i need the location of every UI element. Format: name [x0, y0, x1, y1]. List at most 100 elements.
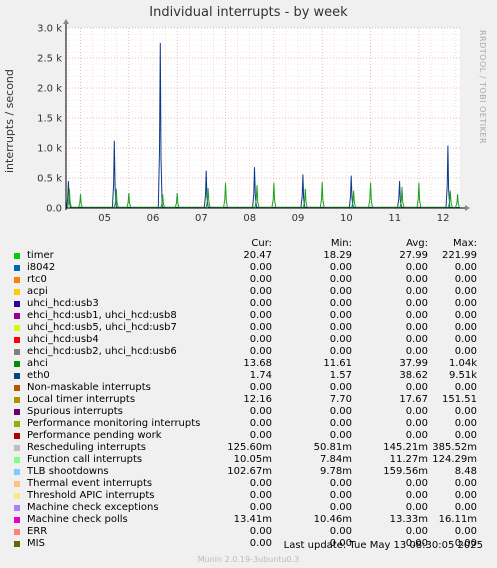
x-tick-label: 10 — [340, 213, 353, 224]
legend-row: Machine check exceptions 0.00 0.00 0.00 0.00 — [14, 502, 489, 514]
legend-max-value: 0.00 — [454, 430, 477, 441]
legend-avg-value: 159.56m — [383, 466, 428, 477]
legend-series-name: uhci_hcd:usb5, uhci_hcd:usb7 — [27, 322, 177, 333]
legend-avg-value: 0.00 — [405, 502, 428, 513]
legend-max-value: 151.51 — [442, 394, 477, 405]
legend-cur-value: 102.67m — [227, 466, 272, 477]
x-tick-label: 07 — [195, 213, 208, 224]
legend-min-value: 0.00 — [329, 310, 352, 321]
legend-swatch — [14, 517, 20, 523]
x-tick-label: 11 — [388, 213, 401, 224]
legend-series-name: Performance monitoring interrupts — [27, 418, 201, 429]
legend-cur-value: 13.68 — [243, 358, 272, 369]
x-tick-label: 05 — [98, 213, 111, 224]
legend-series-name: ehci_hcd:usb1, uhci_hcd:usb8 — [27, 310, 177, 321]
legend-min-value: 50.81m — [313, 442, 352, 453]
legend-avg-value: 0.00 — [405, 346, 428, 357]
legend-avg-value: 13.33m — [389, 514, 428, 525]
legend-cur-value: 0.00 — [249, 310, 272, 321]
legend-swatch — [14, 457, 20, 463]
legend-swatch — [14, 265, 20, 271]
legend-row: uhci_hcd:usb4 0.00 0.00 0.00 0.00 — [14, 334, 489, 346]
legend-min-value: 0.00 — [329, 346, 352, 357]
legend-swatch — [14, 373, 20, 379]
legend-avg-value: 17.67 — [399, 394, 428, 405]
legend-avg-value: 0.00 — [405, 322, 428, 333]
legend-avg-value: 0.00 — [405, 490, 428, 501]
legend-min-value: 10.46m — [313, 514, 352, 525]
legend-row: timer 20.47 18.29 27.99 221.99 — [14, 250, 489, 262]
legend-row: Performance pending work 0.00 0.00 0.00 0.00 — [14, 430, 489, 442]
legend-cur-value: 0.00 — [249, 538, 272, 549]
legend-series-name: rtc0 — [27, 274, 47, 285]
y-tick-label: 1.0 k — [37, 144, 62, 155]
legend-swatch — [14, 325, 20, 331]
legend-series-name: i8042 — [27, 262, 56, 273]
legend-series-name: Thermal event interrupts — [27, 478, 153, 489]
legend-min-value: 0.00 — [329, 502, 352, 513]
legend-min-value: 0.00 — [329, 334, 352, 345]
legend-min-value: 0.00 — [329, 526, 352, 537]
x-tick-label: 09 — [292, 213, 305, 224]
legend-swatch — [14, 529, 20, 535]
legend-cur-value: 0.00 — [249, 502, 272, 513]
legend-min-value: 18.29 — [323, 250, 352, 261]
legend-series-name: Machine check polls — [27, 514, 128, 525]
legend-swatch — [14, 253, 20, 259]
legend-header-cur: Cur: — [251, 238, 272, 249]
legend-avg-value: 0.00 — [405, 418, 428, 429]
legend-max-value: 0.00 — [454, 406, 477, 417]
legend-row: i8042 0.00 0.00 0.00 0.00 — [14, 262, 489, 274]
x-tick-label: 08 — [243, 213, 256, 224]
legend-row: Threshold APIC interrupts 0.00 0.00 0.00 0.0… — [14, 490, 489, 502]
legend-avg-value: 0.00 — [405, 298, 428, 309]
legend-max-value: 1.04k — [448, 358, 477, 369]
legend-row: uhci_hcd:usb5, uhci_hcd:usb7 0.00 0.00 0.00… — [14, 322, 489, 334]
legend-max-value: 0.00 — [454, 478, 477, 489]
legend-swatch — [14, 433, 20, 439]
legend-min-value: 0.00 — [329, 490, 352, 501]
legend-avg-value: 0.00 — [405, 526, 428, 537]
legend-min-value: 9.78m — [319, 466, 352, 477]
legend-min-value: 0.00 — [329, 274, 352, 285]
legend-max-value: 0.00 — [454, 502, 477, 513]
legend-row: acpi 0.00 0.00 0.00 0.00 — [14, 286, 489, 298]
legend-max-value: 0.00 — [454, 274, 477, 285]
legend-cur-value: 0.00 — [249, 322, 272, 333]
y-tick-label: 1.5 k — [37, 114, 62, 125]
legend-cur-value: 0.00 — [249, 274, 272, 285]
legend-swatch — [14, 349, 20, 355]
legend-row: Non-maskable interrupts 0.00 0.00 0.00 0.00 — [14, 382, 489, 394]
legend-series-name: acpi — [27, 286, 48, 297]
legend-max-value: 9.51k — [448, 370, 477, 381]
legend-row: Performance monitoring interrupts 0.00 0.0… — [14, 418, 489, 430]
series-line-ahci — [65, 182, 461, 208]
legend-rows: timer 20.47 18.29 27.99 221.99 i8042 0.00 0.00 0… — [14, 250, 489, 550]
legend-min-value: 1.57 — [329, 370, 352, 381]
legend-series-name: Machine check exceptions — [27, 502, 159, 513]
legend-swatch — [14, 541, 20, 547]
legend-cur-value: 0.00 — [249, 430, 272, 441]
legend-avg-value: 0.00 — [405, 334, 428, 345]
legend-row: TLB shootdowns 102.67m 9.78m 159.56m 8.48 — [14, 466, 489, 478]
legend-avg-value: 0.00 — [405, 274, 428, 285]
munin-version: Munin 2.0.19-3ubuntu0.3 — [197, 555, 300, 564]
legend-max-value: 0.00 — [454, 526, 477, 537]
legend-swatch — [14, 481, 20, 487]
legend-min-value: 0.00 — [329, 382, 352, 393]
legend-series-name: Spurious interrupts — [27, 406, 123, 417]
legend-max-value: 0.00 — [454, 262, 477, 273]
legend-max-value: 0.00 — [454, 346, 477, 357]
legend-row: ehci_hcd:usb1, uhci_hcd:usb8 0.00 0.00 0.00… — [14, 310, 489, 322]
legend-min-value: 0.00 — [329, 538, 352, 549]
legend-cur-value: 10.05m — [233, 454, 272, 465]
legend-avg-value: 0.00 — [405, 406, 428, 417]
legend-cur-value: 20.47 — [243, 250, 272, 261]
legend-swatch — [14, 505, 20, 511]
legend-row: Local timer interrupts 12.16 7.70 17.67 151.… — [14, 394, 489, 406]
legend-min-value: 0.00 — [329, 298, 352, 309]
legend-max-value: 0.00 — [454, 322, 477, 333]
legend-series-name: ehci_hcd:usb2, uhci_hcd:usb6 — [27, 346, 177, 357]
legend-swatch — [14, 277, 20, 283]
y-tick-label: 3.0 k — [37, 24, 62, 35]
